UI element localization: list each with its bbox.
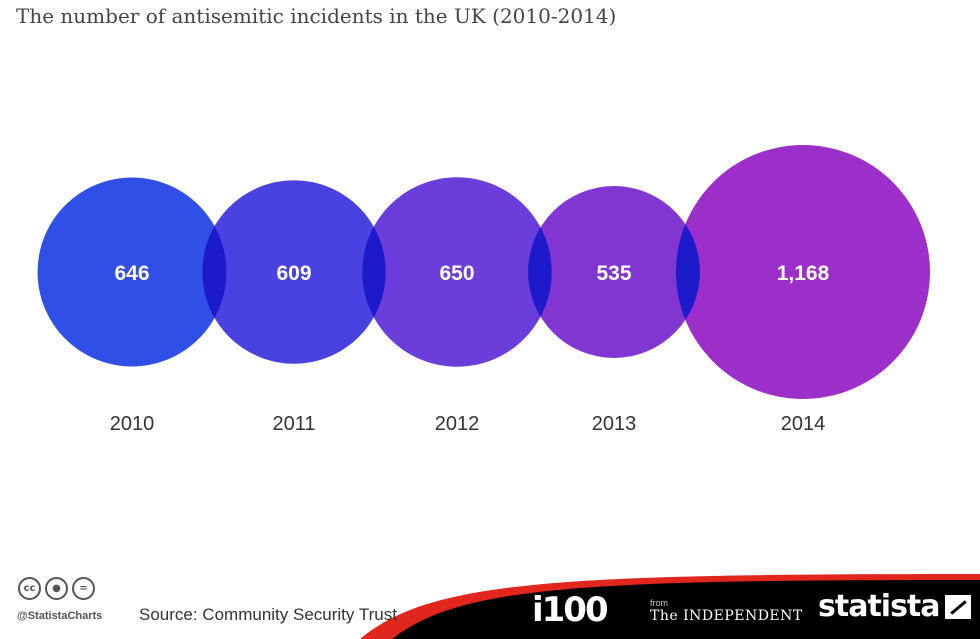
statista-logo: statista	[818, 589, 971, 624]
footer-band	[360, 574, 980, 639]
independent-logo: The INDEPENDENT	[650, 608, 803, 624]
category-label-2012: 2012	[435, 413, 480, 435]
bubble-chart: 646 2010 609 2011 650 2012 535 2013 1,168 2014	[37, 145, 930, 435]
bubble-2014	[676, 145, 930, 399]
brand-from-label: from	[650, 598, 668, 608]
value-label-2011: 609	[276, 262, 311, 285]
nd-icon: =	[72, 577, 95, 600]
by-icon: ●	[45, 577, 68, 600]
source-note: Source: Community Security Trust	[139, 605, 397, 624]
bubble-2012	[362, 177, 552, 367]
i100-logo: i100	[532, 590, 609, 630]
category-label-2011: 2011	[272, 413, 315, 435]
footer-black-band	[392, 580, 980, 639]
bubble-2010	[37, 177, 227, 367]
cc-icon: cc	[18, 577, 41, 600]
i100-logo-text: i100	[532, 590, 609, 630]
value-label-2010: 646	[114, 262, 149, 285]
value-label-2013: 535	[596, 262, 631, 285]
statista-handle: @StatistaCharts	[17, 610, 103, 622]
bubble-2011	[202, 180, 386, 364]
category-label-2013: 2013	[592, 413, 637, 435]
statista-mark-icon	[944, 595, 971, 619]
bubble-2013	[528, 186, 700, 358]
value-label-2012: 650	[439, 262, 474, 285]
category-label-2010: 2010	[110, 413, 155, 435]
chart-title: The number of antisemitic incidents in t…	[16, 4, 617, 28]
license-icons: cc ● =	[18, 577, 95, 600]
value-label-2014: 1,168	[777, 262, 830, 285]
category-label-2014: 2014	[781, 413, 826, 435]
statista-logo-text: statista	[818, 589, 941, 624]
